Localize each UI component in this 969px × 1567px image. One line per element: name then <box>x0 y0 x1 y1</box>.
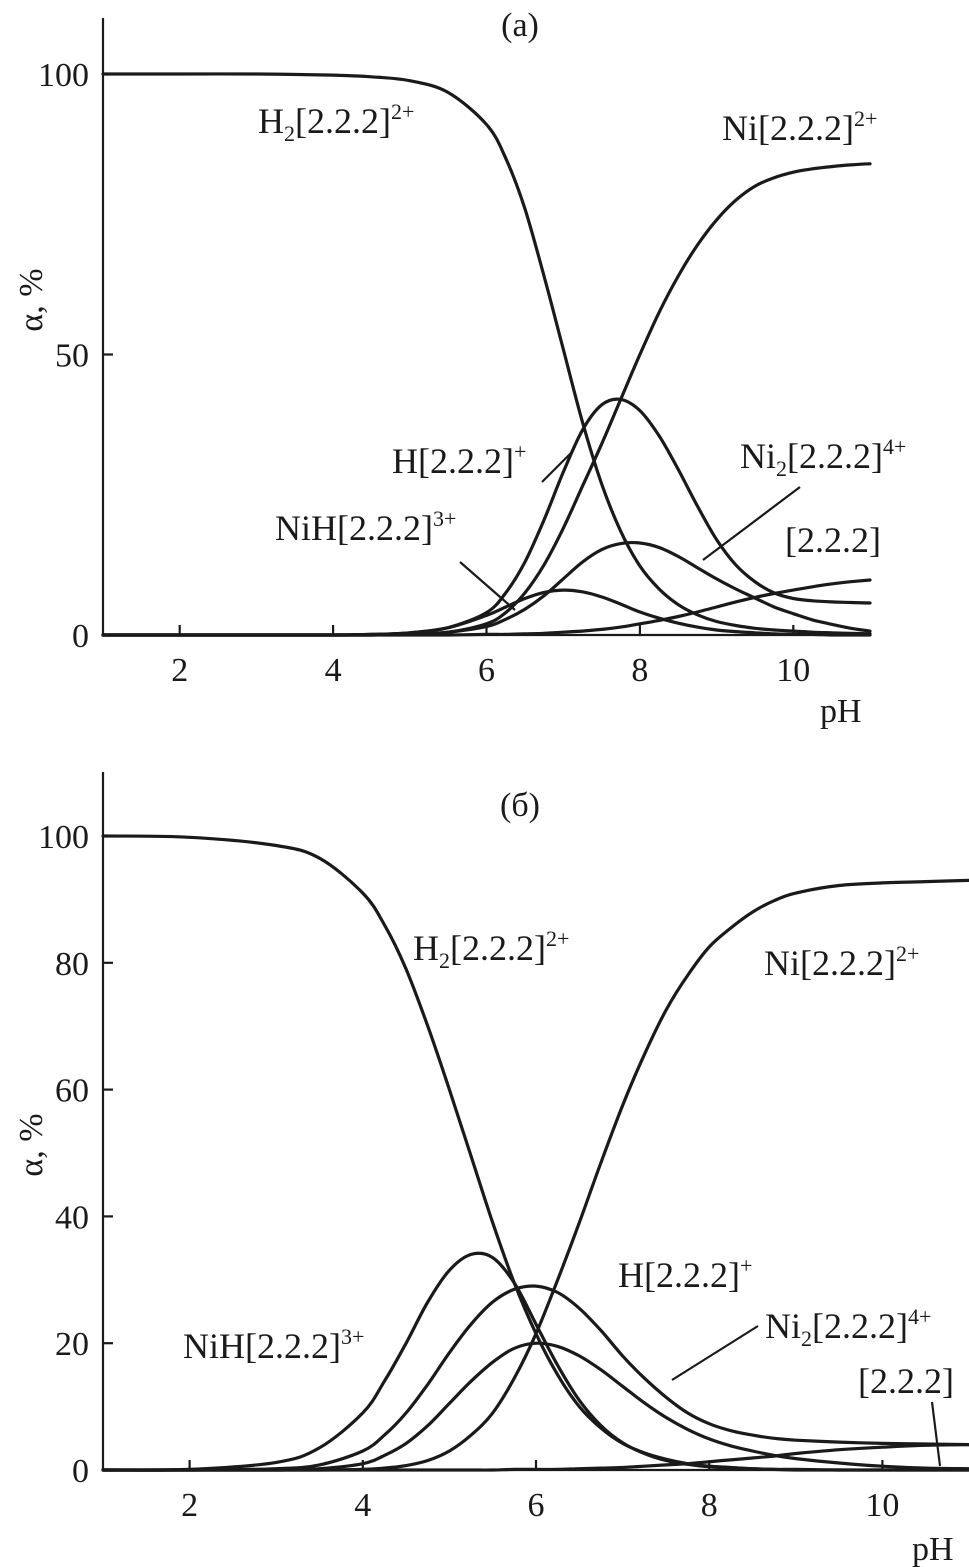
panel-b-ytick-label: 100 <box>38 819 89 856</box>
panel-a-ylabel: α, % <box>13 268 50 331</box>
panel-b-leader-ni2 <box>671 1325 759 1381</box>
panel-b-xlabel: pH <box>912 1531 954 1567</box>
panel-a-label-h2: H2[2.2.2]2+ <box>258 99 414 146</box>
panel-b-curves <box>101 834 969 1472</box>
panel-b-series-line-2 <box>101 1251 969 1472</box>
panel-b-leader-l <box>930 1401 942 1467</box>
panel-b-ytick-label: 40 <box>55 1199 89 1236</box>
panel-a-series-line-5 <box>101 578 872 637</box>
panel-b-label-h: H[2.2.2]+ <box>618 1253 752 1295</box>
panel-a-ytick-label: 100 <box>38 57 89 94</box>
panel-b-xtick-label: 10 <box>865 1487 899 1524</box>
panel-a-xtick-label: 6 <box>478 652 495 689</box>
panel-b-ylabel: α, % <box>13 1113 50 1176</box>
panel-b-title: (б) <box>500 787 540 824</box>
panel-b-label-ni: Ni[2.2.2]2+ <box>764 941 919 983</box>
panel-a-series-line-1 <box>101 162 872 637</box>
panel-b-label-h2: H2[2.2.2]2+ <box>413 926 569 973</box>
panel-b-series-line-5 <box>101 1443 969 1472</box>
panel-a-ytick-label: 0 <box>72 618 89 655</box>
panel-b-ytick-label: 20 <box>55 1326 89 1363</box>
panel-b-label-l: [2.2.2] <box>858 1361 954 1401</box>
panel-a-label-ni2: Ni2[2.2.2]4+ <box>740 434 906 481</box>
panel-a-label-l: [2.2.2] <box>785 520 881 560</box>
panel-a-leader-h <box>541 451 573 483</box>
panel-b-xtick-label: 2 <box>181 1487 198 1524</box>
panel-b-label-ni2: Ni2[2.2.2]4+ <box>765 1304 931 1351</box>
panel-b-xtick-label: 6 <box>528 1487 545 1524</box>
panel-a-ytick-label: 50 <box>55 338 89 375</box>
panel-a-label-ni: Ni[2.2.2]2+ <box>722 106 877 148</box>
panel-a-xtick-label: 2 <box>171 652 188 689</box>
panel-a-title: (a) <box>501 7 539 44</box>
panel-b-ytick-label: 80 <box>55 946 89 983</box>
panel-a-xlabel: pH <box>820 693 862 730</box>
panel-a-label-nih: NiH[2.2.2]3+ <box>275 506 456 548</box>
panel-a-xtick-label: 10 <box>776 652 810 689</box>
panel-b-xtick-label: 8 <box>701 1487 718 1524</box>
panel-a-label-h: H[2.2.2]+ <box>392 439 526 481</box>
panel-b-ytick-label: 60 <box>55 1073 89 1110</box>
panel-a-series-line-0 <box>101 72 872 636</box>
panel-b-label-nih: NiH[2.2.2]3+ <box>183 1324 364 1366</box>
panel-b-ytick-label: 0 <box>72 1453 89 1490</box>
panel-a-xtick-label: 8 <box>631 652 648 689</box>
panel-b-series-line-3 <box>101 1284 969 1472</box>
panel-a-xtick-label: 4 <box>325 652 342 689</box>
panel-b-xtick-label: 4 <box>354 1487 371 1524</box>
panel-a-series-line-3 <box>101 540 872 637</box>
panel-a-curves <box>101 72 872 637</box>
panel-a-leader-nih <box>459 561 516 611</box>
panel-a-leader-ni2 <box>702 486 801 561</box>
